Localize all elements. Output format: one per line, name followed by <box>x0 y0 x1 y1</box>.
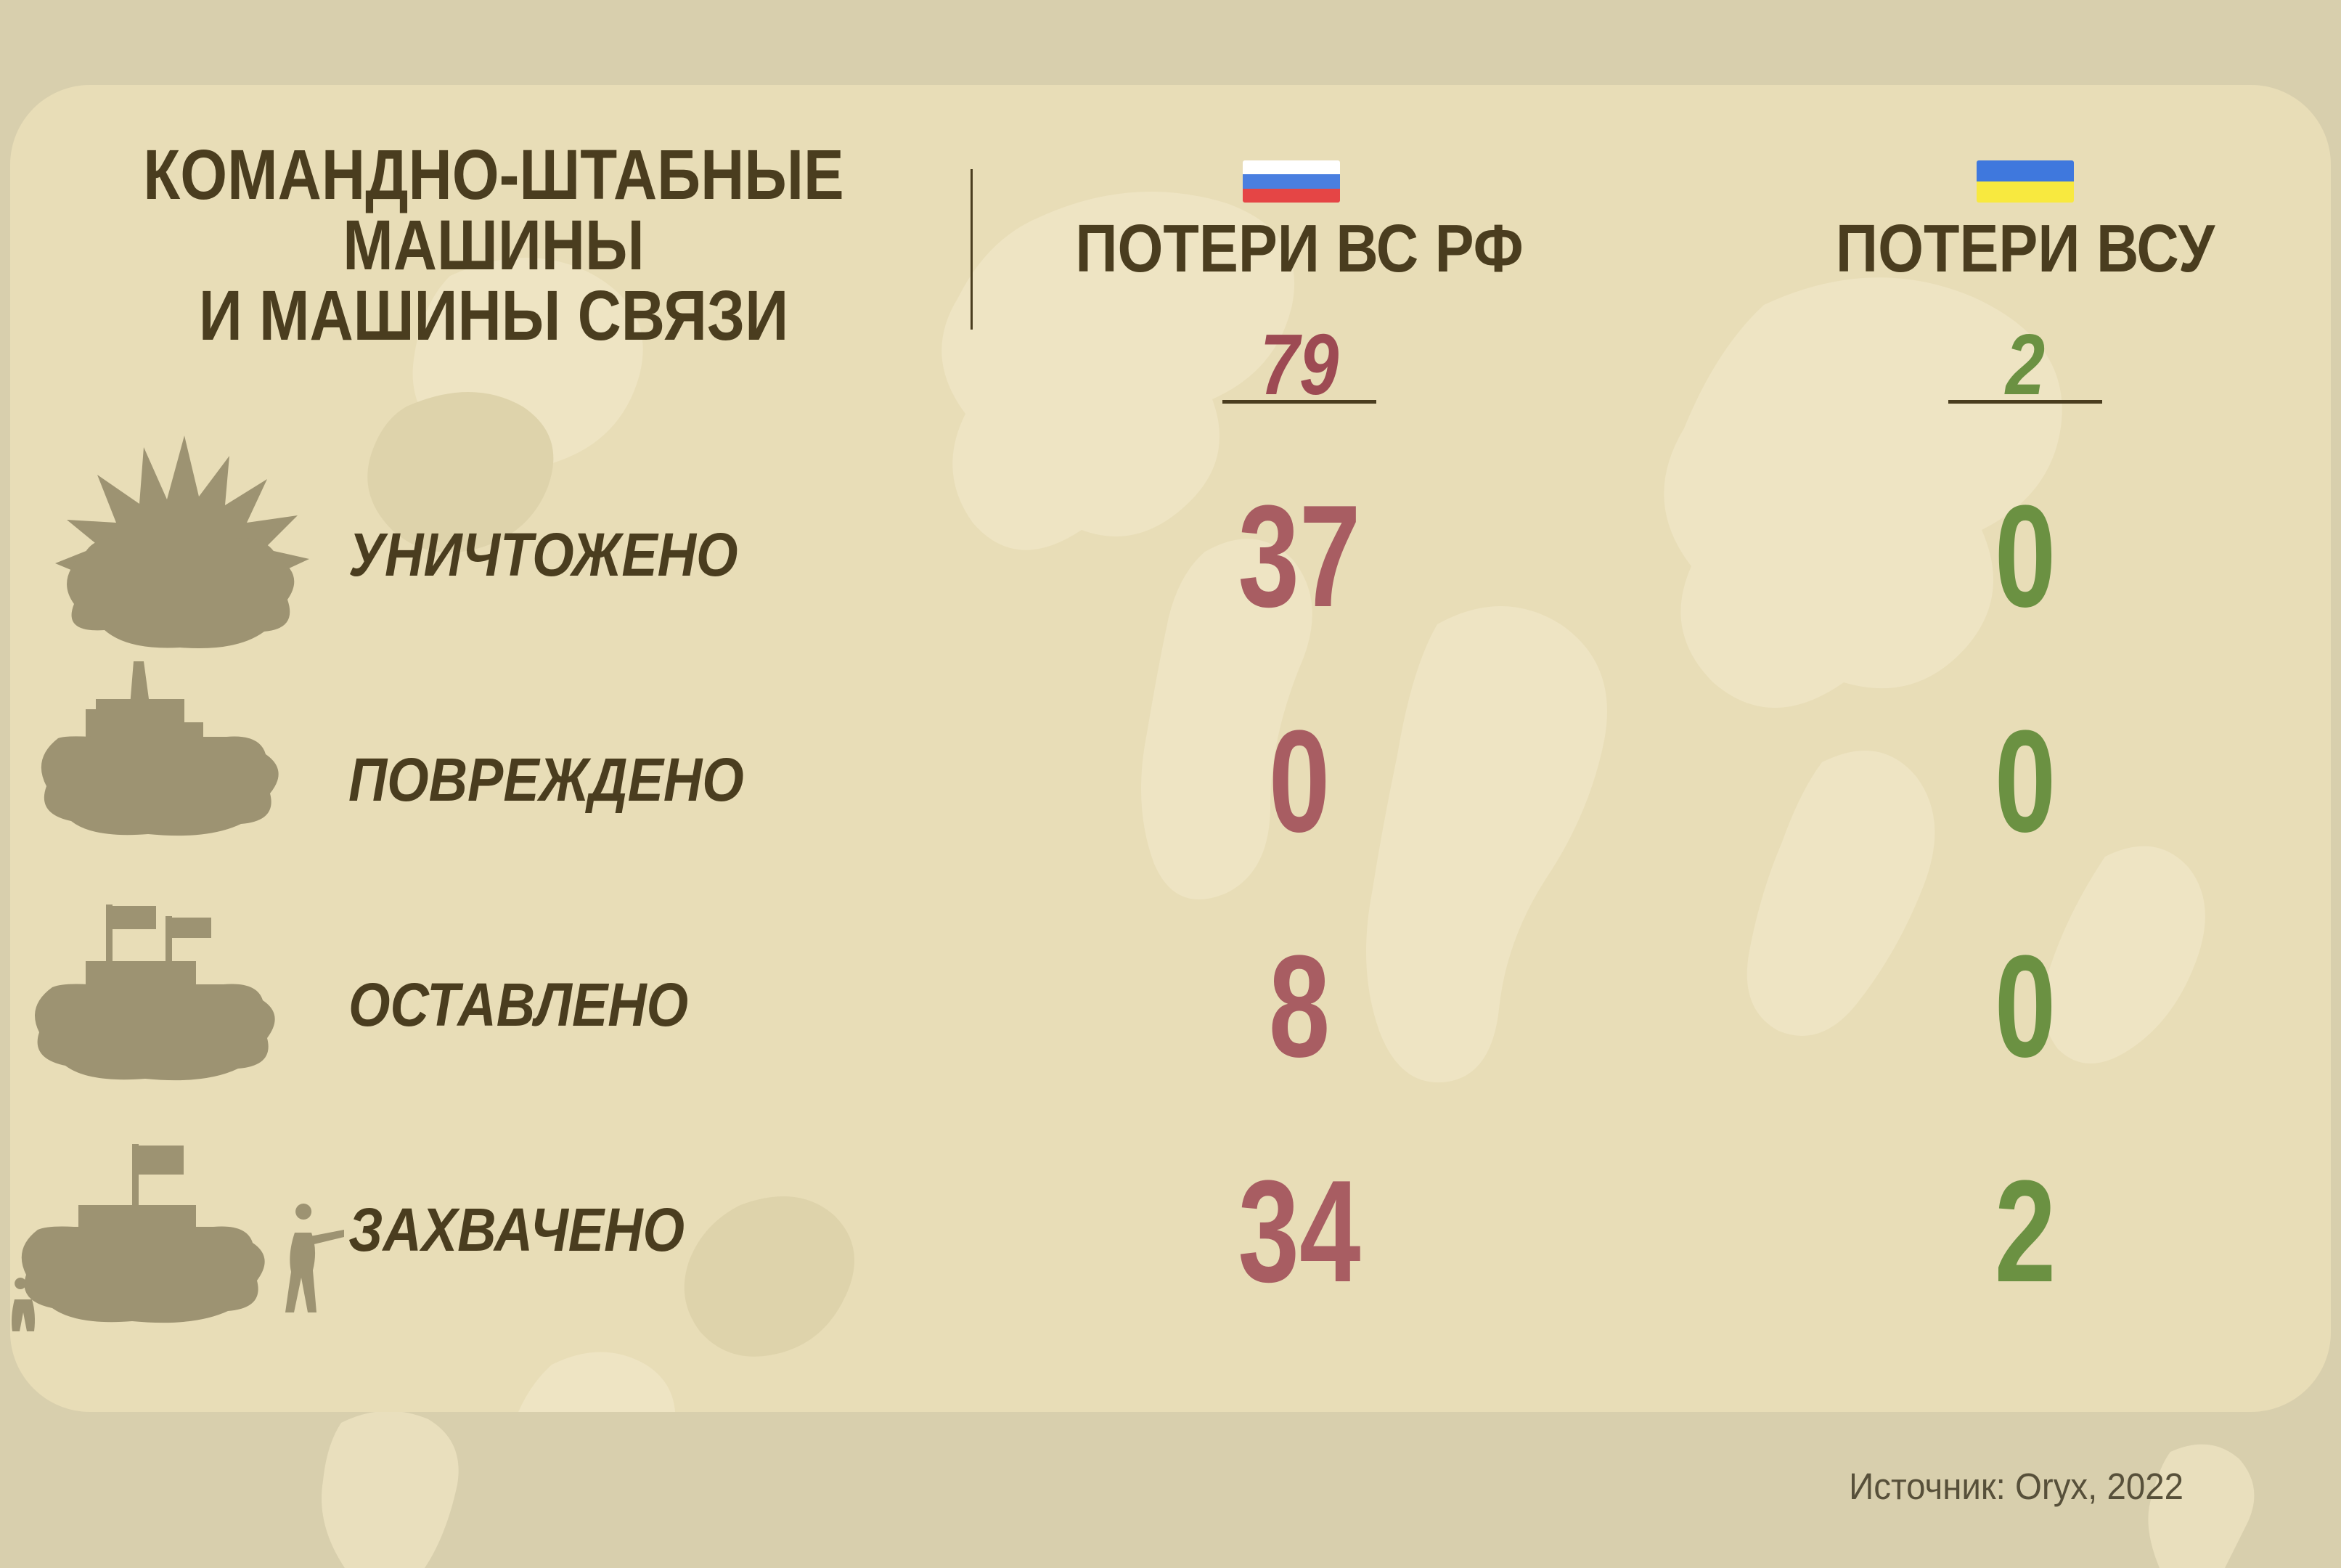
abandoned-vehicle-icon <box>22 902 301 1092</box>
page-title-line-3: И МАШИНЫ СВЯЗИ <box>198 276 789 355</box>
page-title-line-1: КОМАНДНО-ШТАБНЫЕ <box>143 135 844 214</box>
page-title-line-2: МАШИНЫ <box>343 205 645 285</box>
row-value-rf: 34 <box>1238 1151 1361 1312</box>
row-value-ua: 0 <box>1994 926 2056 1087</box>
ukraine-flag-yellow-stripe <box>1977 181 2074 203</box>
ukraine-flag-blue-stripe <box>1977 160 2074 181</box>
title-divider <box>971 169 973 330</box>
column-total-ua-underline <box>1948 400 2102 404</box>
row-value-rf: 37 <box>1238 475 1361 637</box>
row-value-ua: 2 <box>1994 1151 2056 1312</box>
russia-flag-icon <box>1243 160 1340 203</box>
row-label: ПОВРЕЖДЕНО <box>348 746 744 814</box>
row-label: ЗАХВАЧЕНО <box>348 1196 685 1264</box>
damaged-vehicle-icon <box>26 657 301 849</box>
column-total-ua: 2 <box>2005 317 2046 413</box>
row-label: УНИЧТОЖЕНО <box>348 520 738 589</box>
column-total-rf-underline <box>1222 400 1376 404</box>
row-value-ua: 0 <box>1994 475 2056 637</box>
page-title: КОМАНДНО-ШТАБНЫЕ МАШИНЫ И МАШИНЫ СВЯЗИ <box>107 139 881 351</box>
column-header-ua: ПОТЕРИ ВСУ <box>1835 211 2215 286</box>
row-value-rf: 0 <box>1268 701 1331 862</box>
russia-flag-white-stripe <box>1243 160 1340 175</box>
russia-flag-red-stripe <box>1243 188 1340 203</box>
row-label: ОСТАВЛЕНО <box>348 971 689 1039</box>
source-credit: Источник: Oryx, 2022 <box>1849 1466 2183 1507</box>
row-value-ua: 0 <box>1994 701 2056 862</box>
ukraine-flag-icon <box>1977 160 2074 203</box>
row-value-rf: 8 <box>1268 926 1331 1087</box>
column-total-rf: 79 <box>1259 317 1339 413</box>
column-header-rf: ПОТЕРИ ВС РФ <box>1075 211 1524 286</box>
captured-vehicle-icon <box>10 1138 367 1347</box>
world-map-card <box>10 85 2331 1412</box>
explosion-icon <box>42 434 319 652</box>
russia-flag-blue-stripe <box>1243 174 1340 189</box>
